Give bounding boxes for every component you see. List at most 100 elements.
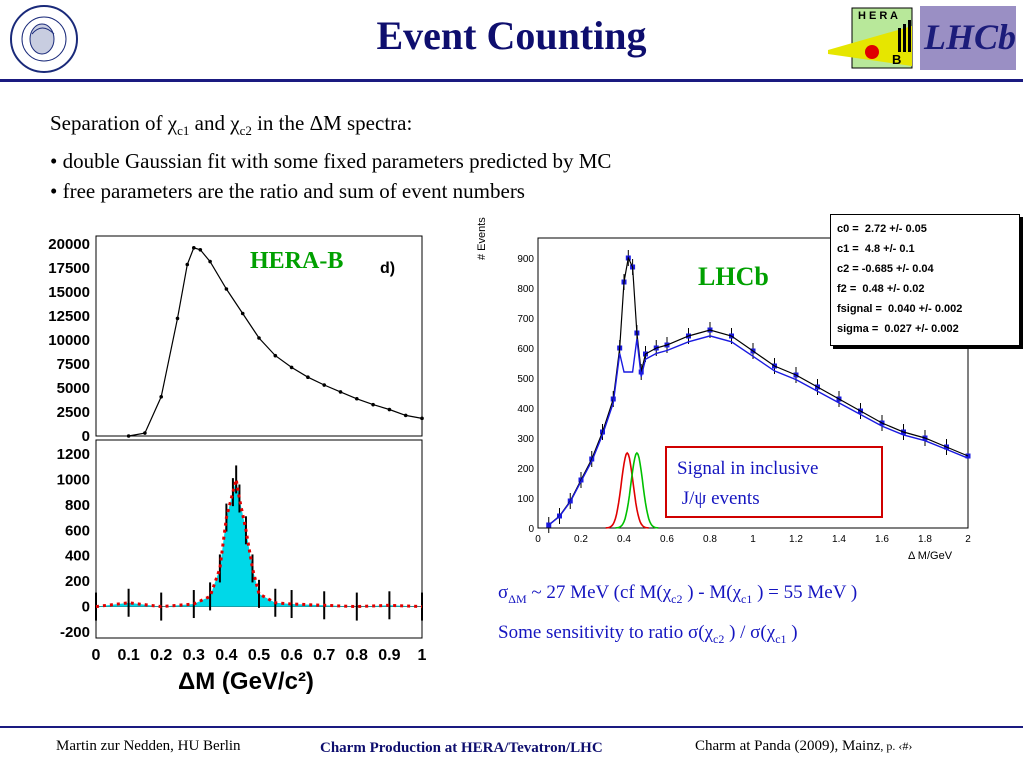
footer-author: Martin zur Nedden, HU Berlin — [56, 738, 241, 754]
ratio-text-2: ) / σ( — [724, 622, 767, 643]
herab-top-ytick: 10000 — [48, 332, 90, 349]
herab-xtick: 0.4 — [215, 647, 237, 664]
lhcb-background-fit — [548, 335, 969, 526]
lhcb-xtick: 0.2 — [574, 534, 588, 545]
herab-top-ytick: 20000 — [48, 236, 90, 253]
lhcb-ytick: 800 — [517, 284, 534, 295]
herab-xtick: 0.1 — [117, 647, 139, 664]
fit-lines: c0 = 2.72 +/- 0.05 c1 = 4.8 +/- 0.1 c2 = -… — [837, 219, 1013, 339]
herab-top-ytick: 7500 — [57, 356, 90, 373]
herab-xlabel: ΔM (GeV/c²) — [178, 668, 314, 695]
lhcb-chic2-signal — [615, 451, 659, 529]
herab-plot: 20000 17500 15000 12500 10000 7500 5000 2500 0 1… — [28, 228, 438, 698]
herab-bottom-ytick: 400 — [65, 548, 90, 565]
fit-parameter-line: fsignal = 0.040 +/- 0.002 — [837, 303, 963, 315]
herab-top-ytick: 2500 — [57, 404, 90, 421]
sub-c2: c2 — [713, 631, 725, 646]
intro-line-1: Separation of χc1 and χc2 in the ΔM spec… — [50, 108, 611, 146]
lhcb-ytick: 300 — [517, 434, 534, 445]
herab-xtick: 0.9 — [378, 647, 400, 664]
signal-box-line-2: J/ψ events — [677, 488, 760, 509]
hu-berlin-seal-logo — [4, 4, 84, 74]
chi-symbol: χ — [662, 582, 672, 603]
herab-top-ytick: 0 — [82, 428, 90, 445]
intro-prefix: Separation of — [50, 111, 168, 135]
chi-symbol: χ — [167, 111, 178, 135]
lhcb-ylabel: # Events — [476, 217, 488, 260]
herab-xtick: 0.7 — [313, 647, 335, 664]
lhcb-ytick: 200 — [517, 464, 534, 475]
herab-xtick: 1 — [418, 647, 427, 664]
sigma-note: σΔM ~ 27 MeV (cf M(χc2 ) - M(χc1 ) = 55 … — [498, 582, 857, 607]
herab-xtick: 0 — [92, 647, 101, 664]
lhcb-plot: 0 100 200 300 400 500 600 700 800 900 0 0.2 0.4 0.6 0… — [476, 210, 1023, 580]
chi-symbol: χ — [230, 111, 240, 135]
lhcb-ytick: 100 — [517, 494, 534, 505]
lhcb-total-fit — [548, 256, 969, 526]
ratio-text-1: Some sensitivity to ratio σ( — [498, 622, 705, 643]
sub-c1: c1 — [741, 591, 753, 606]
lhcb-xtick: 0.8 — [703, 534, 717, 545]
herab-bottom-ytick: 1000 — [57, 471, 90, 488]
lhcb-xlabel: Δ M/GeV — [908, 550, 953, 562]
herab-fit-curve — [95, 479, 423, 609]
herab-bottom-ytick: 600 — [65, 522, 90, 539]
herab-xtick: 0.6 — [280, 647, 302, 664]
lhcb-xtick: 1.4 — [832, 534, 846, 545]
lhcb-ytick: 600 — [517, 344, 534, 355]
chi-symbol: χ — [766, 622, 776, 643]
ratio-note: Some sensitivity to ratio σ(χc2 ) / σ(χc… — [498, 622, 798, 647]
sub-c2: c2 — [239, 123, 252, 139]
herab-xtick: 0.3 — [183, 647, 205, 664]
herab-top-curve — [128, 247, 423, 437]
fit-parameters-box: c0 = 2.72 +/- 0.05 c1 = 4.8 +/- 0.1 c2 = -… — [830, 214, 1020, 346]
sigma-text-3: ) = 55 MeV ) — [752, 582, 858, 603]
herab-xtick: 0.5 — [248, 647, 270, 664]
fit-parameter-line: sigma = 0.027 +/- 0.002 — [837, 323, 959, 335]
herab-label: HERA-B — [250, 248, 344, 274]
herab-xtick: 0.8 — [346, 647, 368, 664]
footer-divider — [0, 726, 1023, 728]
lhcb-xtick: 2 — [965, 534, 971, 545]
herab-bottom-ytick: 1200 — [57, 446, 90, 463]
slide-title: Event Counting — [376, 13, 647, 58]
intro-suffix: in the ΔM spectra: — [251, 111, 413, 135]
chi-symbol: χ — [732, 582, 742, 603]
intro-text: Separation of χc1 and χc2 in the ΔM spec… — [50, 108, 611, 206]
sigma-text-2: ) - M( — [682, 582, 733, 603]
hera-b-logo-top-text: H E R A — [858, 10, 898, 22]
lhcb-logo-text: LHCb — [924, 17, 1017, 57]
herab-xtick: 0.2 — [150, 647, 172, 664]
herab-panel-tag: d) — [380, 260, 396, 277]
lhcb-xtick: 0 — [535, 534, 541, 545]
lhcb-ytick: 400 — [517, 404, 534, 415]
herab-top-ytick: 5000 — [57, 380, 90, 397]
lhcb-plot-svg: 0 100 200 300 400 500 600 700 800 900 0 0.2 0.4 0.6 0… — [517, 237, 971, 545]
lhcb-ytick: 0 — [528, 524, 534, 535]
sigma-text-1: ~ 27 MeV (cf M( — [526, 582, 663, 603]
sub-c1: c1 — [775, 631, 787, 646]
sub-c1: c1 — [177, 123, 190, 139]
footer-talk-title: Charm Production at HERA/Tevatron/LHC — [320, 740, 603, 756]
lhcb-chic1-signal — [605, 451, 649, 529]
lhcb-ytick: 500 — [517, 374, 534, 385]
lhcb-logo: LHCb — [920, 6, 1016, 70]
fit-parameter-line: f2 = 0.48 +/- 0.02 — [837, 283, 925, 295]
herab-bottom-ytick: 0 — [82, 599, 90, 616]
bullet-2: • free parameters are the ratio and sum … — [50, 179, 525, 204]
herab-bottom-ytick: -200 — [60, 624, 90, 641]
lhcb-xtick: 0.4 — [617, 534, 631, 545]
signal-box-line-1: Signal in inclusive — [677, 458, 819, 479]
fit-parameter-line: c1 = 4.8 +/- 0.1 — [837, 243, 915, 255]
footer-page: , p. ‹#› — [880, 739, 913, 753]
lhcb-xtick: 0.6 — [660, 534, 674, 545]
lhcb-xtick: 1 — [750, 534, 756, 545]
intro-and: and — [189, 111, 231, 135]
sub-c2: c2 — [671, 591, 683, 606]
title-divider — [0, 79, 1023, 82]
lhcb-ytick: 700 — [517, 314, 534, 325]
herab-bottom-ytick: 800 — [65, 497, 90, 514]
sigma-sub: ΔM — [508, 591, 527, 606]
fit-parameter-line: c0 = 2.72 +/- 0.05 — [837, 223, 927, 235]
